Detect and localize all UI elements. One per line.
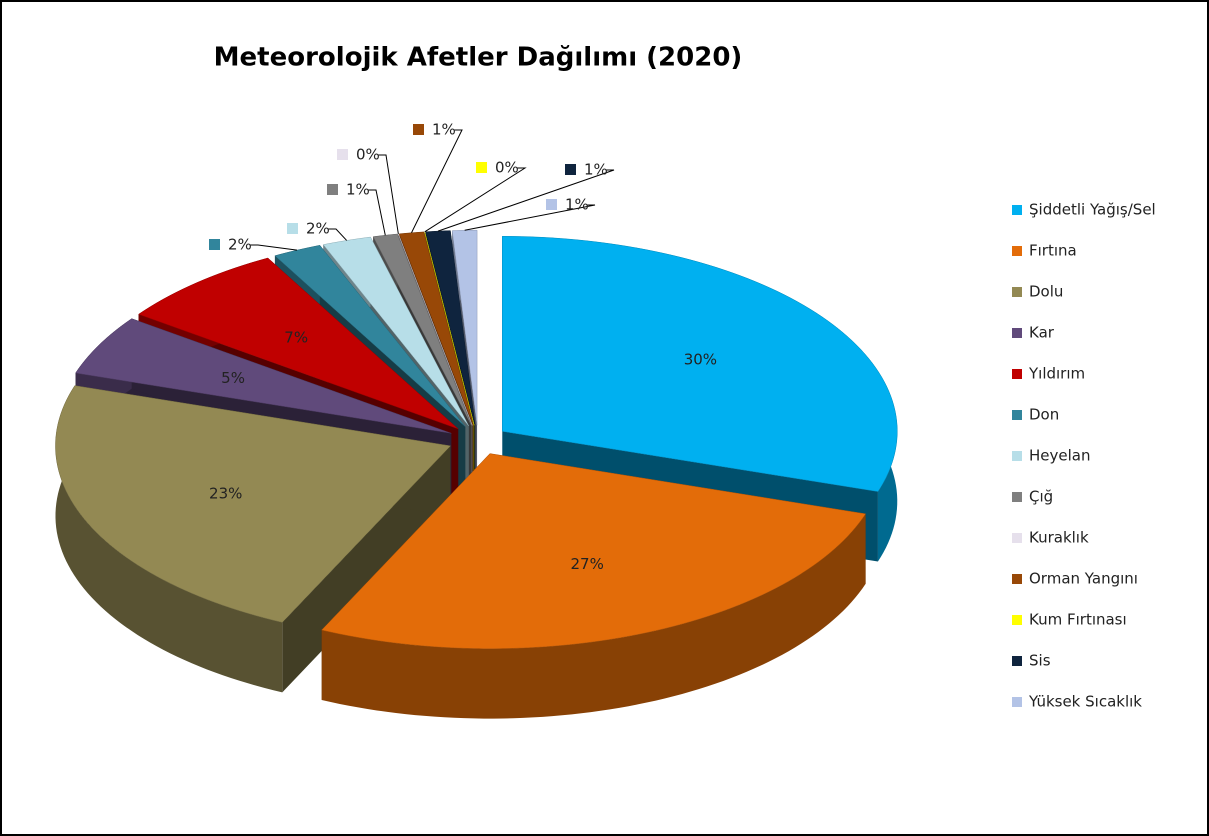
- chart-title: Meteorolojik Afetler Dağılımı (2020): [214, 43, 743, 73]
- label-key: [565, 164, 576, 175]
- data-label: 1%: [565, 196, 589, 214]
- labels: 30% 27% 23% 5% 7% 2% 2% 1% 0% 1% 0% 1% 1%: [209, 121, 717, 573]
- slice: [322, 236, 469, 427]
- slice: [451, 229, 478, 426]
- data-label: 1%: [346, 181, 370, 199]
- leader-line: [368, 189, 386, 236]
- legend-label: Kum Fırtınası: [1029, 611, 1127, 629]
- legend-swatch: [1012, 451, 1022, 461]
- legend-label: Dolu: [1029, 283, 1063, 301]
- slice: [75, 318, 452, 434]
- legend-swatch: [1012, 410, 1022, 420]
- slice: [274, 245, 466, 427]
- label-key: [327, 184, 338, 195]
- legend-label: Yüksek Sıcaklık: [1028, 693, 1142, 711]
- data-label: 1%: [584, 161, 608, 179]
- legend-swatch: [1012, 246, 1022, 256]
- slice: [425, 230, 476, 426]
- legend-swatch: [1012, 615, 1022, 625]
- legend-label: Şiddetli Yağış/Sel: [1029, 201, 1156, 219]
- data-label: 2%: [228, 236, 252, 254]
- legend-swatch: [1012, 697, 1022, 707]
- data-label: 2%: [306, 220, 330, 238]
- data-label: 1%: [432, 121, 456, 139]
- legend-label: Orman Yangını: [1029, 570, 1138, 588]
- legend-label: Kar: [1029, 324, 1055, 342]
- label-key: [209, 239, 220, 250]
- data-label: 23%: [209, 484, 242, 502]
- slice: [398, 231, 474, 426]
- legend: Şiddetli Yağış/Sel Fırtına Dolu Kar Yıldırım…: [1012, 201, 1156, 711]
- legend-label: Sis: [1029, 652, 1051, 670]
- slice: [502, 236, 898, 492]
- slice: [321, 453, 867, 649]
- slice: [55, 385, 451, 623]
- data-label: 0%: [356, 146, 380, 164]
- legend-label: Fırtına: [1029, 242, 1077, 260]
- leader-line: [378, 154, 399, 234]
- legend-label: Yıldırım: [1028, 365, 1085, 383]
- legend-label: Çığ: [1029, 488, 1053, 506]
- legend-swatch: [1012, 369, 1022, 379]
- legend-label: Heyelan: [1029, 447, 1090, 465]
- leader-line: [424, 167, 527, 233]
- legend-swatch: [1012, 205, 1022, 215]
- slice-side: [55, 385, 283, 693]
- data-label: 5%: [221, 369, 245, 387]
- pie-tops: [55, 229, 898, 649]
- legend-swatch: [1012, 328, 1022, 338]
- leader-line: [328, 228, 348, 241]
- leader-line: [250, 244, 298, 251]
- label-key: [413, 124, 424, 135]
- legend-swatch: [1012, 574, 1022, 584]
- leader-line: [437, 169, 615, 232]
- data-label: 0%: [495, 159, 519, 177]
- legend-label: Don: [1029, 406, 1059, 424]
- label-key: [476, 162, 487, 173]
- data-label: 27%: [571, 555, 604, 573]
- legend-swatch: [1012, 533, 1022, 543]
- label-key: [337, 149, 348, 160]
- legend-swatch: [1012, 287, 1022, 297]
- leader-line: [464, 204, 596, 231]
- slice: [372, 233, 472, 426]
- legend-label: Kuraklık: [1029, 529, 1089, 547]
- data-label: 30%: [684, 351, 717, 369]
- data-label: 7%: [284, 329, 308, 347]
- label-key: [546, 199, 557, 210]
- leader-line: [411, 129, 463, 233]
- legend-swatch: [1012, 656, 1022, 666]
- legend-swatch: [1012, 492, 1022, 502]
- label-key: [287, 223, 298, 234]
- slice-side: [321, 513, 866, 719]
- slice: [138, 257, 459, 430]
